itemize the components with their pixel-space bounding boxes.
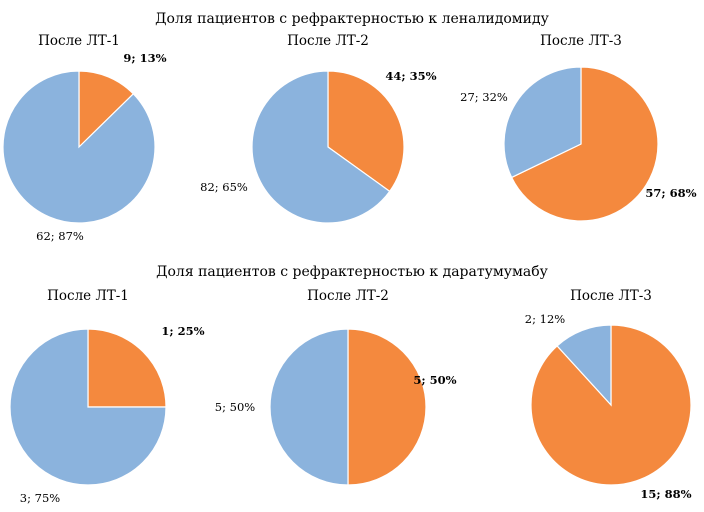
pie-data-label: 9; 13% bbox=[123, 51, 166, 65]
pie-slice-other bbox=[2, 70, 156, 224]
pie-chart: После ЛТ-1 1; 25% 3; 75% bbox=[9, 288, 205, 505]
pie-slice-other bbox=[251, 70, 391, 224]
pie-slice-other bbox=[556, 324, 612, 407]
chart-group-title: Доля пациентов с рефрактерностью к ленал… bbox=[155, 11, 549, 27]
pie-title: После ЛТ-1 bbox=[47, 288, 129, 304]
pie-title: После ЛТ-1 bbox=[38, 33, 120, 49]
pie-data-label: 27; 32% bbox=[460, 90, 508, 104]
pie-title: После ЛТ-3 bbox=[570, 288, 652, 304]
pie-chart: После ЛТ-3 57; 68% 27; 32% bbox=[460, 33, 697, 222]
pie-slice-other bbox=[9, 328, 167, 486]
chart-group-2: Доля пациентов с рефрактерностью к дарат… bbox=[9, 264, 692, 505]
pie-chart: После ЛТ-19; 13% 62; 87% bbox=[2, 33, 167, 243]
pie-data-label: 5; 50% bbox=[215, 400, 255, 414]
pie-data-label: 5; 50% bbox=[413, 373, 456, 387]
pie-title: После ЛТ-3 bbox=[540, 33, 622, 49]
pie-slice-other bbox=[503, 66, 582, 179]
pie-data-label: 44; 35% bbox=[385, 69, 436, 83]
pie-data-label: 3; 75% bbox=[20, 491, 60, 505]
pie-slice-refractory bbox=[347, 328, 427, 486]
pie-chart: После ЛТ-3 15; 88% 2; 12% bbox=[525, 288, 692, 501]
pie-data-label: 82; 65% bbox=[200, 180, 248, 194]
pie-data-label: 1; 25% bbox=[161, 324, 204, 338]
pie-data-label: 62; 87% bbox=[36, 229, 84, 243]
chart-group-title: Доля пациентов с рефрактерностью к дарат… bbox=[156, 264, 549, 280]
pie-title: После ЛТ-2 bbox=[287, 33, 369, 49]
pie-data-label: 2; 12% bbox=[525, 312, 565, 326]
pie-chart: После ЛТ-2 44; 35% 82; 65% bbox=[200, 33, 437, 224]
pie-slice-other bbox=[269, 328, 349, 486]
pie-slice-refractory bbox=[78, 70, 135, 149]
pie-slice-refractory bbox=[510, 66, 659, 222]
pie-data-label: 15; 88% bbox=[640, 487, 691, 501]
pie-slice-refractory bbox=[327, 70, 405, 193]
pie-data-label: 57; 68% bbox=[645, 186, 696, 200]
pie-chart: После ЛТ-2 5; 50% 5; 50% bbox=[215, 288, 457, 486]
chart-group-1: Доля пациентов с рефрактерностью к ленал… bbox=[2, 11, 697, 243]
pie-slice-refractory bbox=[87, 328, 167, 408]
pie-title: После ЛТ-2 bbox=[307, 288, 389, 304]
